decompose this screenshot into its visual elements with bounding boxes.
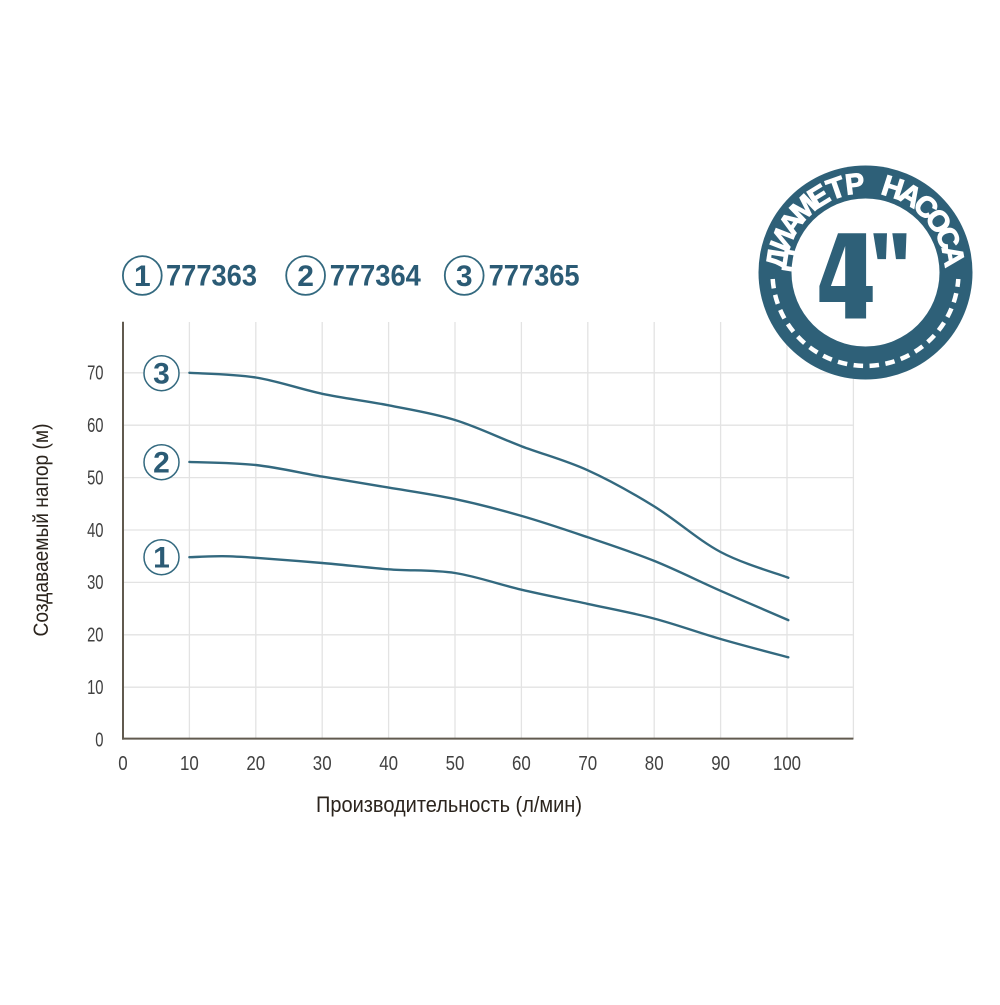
svg-text:Создаваемый напор (м): Создаваемый напор (м): [30, 424, 53, 637]
svg-text:50: 50: [87, 467, 103, 489]
svg-text:50: 50: [446, 753, 465, 775]
svg-text:20: 20: [246, 753, 265, 775]
svg-text:80: 80: [645, 753, 664, 775]
svg-text:777363: 777363: [166, 260, 257, 293]
svg-text:А: А: [935, 243, 970, 269]
svg-text:2: 2: [297, 260, 314, 293]
svg-text:60: 60: [512, 753, 531, 775]
svg-text:10: 10: [180, 753, 199, 775]
svg-text:20: 20: [87, 625, 103, 647]
svg-text:Р: Р: [843, 168, 866, 202]
svg-text:70: 70: [578, 753, 597, 775]
svg-text:777364: 777364: [330, 260, 421, 293]
svg-text:2: 2: [153, 447, 170, 480]
svg-text:40: 40: [379, 753, 398, 775]
svg-text:100: 100: [773, 753, 801, 775]
svg-text:70: 70: [87, 363, 103, 385]
svg-text:0: 0: [95, 729, 103, 751]
svg-text:1: 1: [134, 260, 151, 293]
svg-text:90: 90: [711, 753, 730, 775]
svg-text:60: 60: [87, 415, 103, 437]
svg-text:777365: 777365: [489, 260, 580, 293]
svg-text:Производительность (л/мин): Производительность (л/мин): [316, 792, 582, 817]
svg-text:30: 30: [313, 753, 332, 775]
svg-text:40: 40: [87, 520, 103, 542]
svg-text:0: 0: [118, 753, 127, 775]
svg-text:10: 10: [87, 677, 103, 699]
svg-text:3: 3: [153, 358, 170, 391]
svg-text:3: 3: [456, 260, 473, 293]
svg-text:30: 30: [87, 572, 103, 594]
svg-text:1: 1: [153, 542, 170, 575]
